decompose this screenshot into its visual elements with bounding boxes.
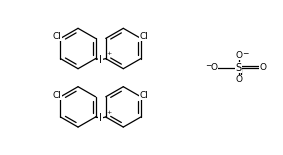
Text: Cl: Cl — [140, 32, 148, 41]
Text: O: O — [235, 75, 242, 84]
Text: +: + — [106, 51, 112, 56]
Text: O: O — [211, 63, 218, 72]
Text: Cl: Cl — [53, 91, 62, 100]
Text: O: O — [235, 51, 242, 60]
Text: −: − — [242, 49, 248, 58]
Text: +: + — [106, 110, 112, 115]
Text: O: O — [260, 63, 267, 72]
Text: I: I — [99, 55, 102, 65]
Text: I: I — [99, 113, 102, 123]
Text: S: S — [235, 62, 242, 73]
Text: Cl: Cl — [140, 91, 148, 100]
Text: Cl: Cl — [53, 32, 62, 41]
Text: −: − — [205, 61, 211, 70]
